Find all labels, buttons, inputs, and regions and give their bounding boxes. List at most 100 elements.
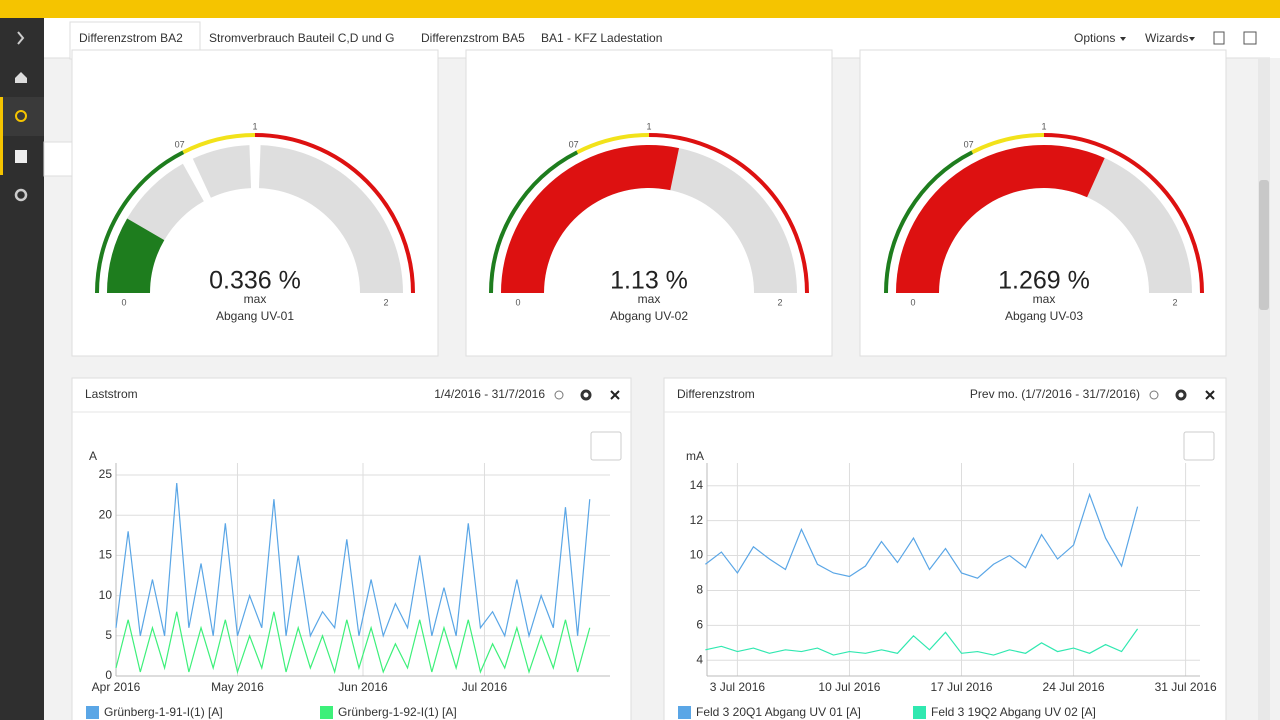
expand-icon[interactable] <box>17 31 25 45</box>
legend-label[interactable]: Grünberg-1-91-I(1) [A] <box>104 705 223 719</box>
x-tick-label: Apr 2016 <box>92 680 141 694</box>
gauge-value: 1.269 % <box>998 267 1090 295</box>
legend-label[interactable]: Feld 3 19Q2 Abgang UV 02 [A] <box>931 705 1096 719</box>
legend-label[interactable]: Feld 3 20Q1 Abgang UV 01 [A] <box>696 705 861 719</box>
x-tick-label: May 2016 <box>211 680 264 694</box>
x-tick-label: 3 Jul 2016 <box>710 680 766 694</box>
scrollbar[interactable] <box>1258 58 1270 720</box>
sidebar-marker <box>0 97 3 175</box>
chart-title: Laststrom <box>85 387 138 401</box>
gauge-tick-label: 0 <box>121 297 126 307</box>
settings-icon[interactable] <box>14 188 28 202</box>
tab[interactable]: Differenzstrom BA2 <box>79 31 183 45</box>
settings-icon[interactable] <box>580 389 592 401</box>
gauge-value: 0.336 % <box>209 267 301 295</box>
series-line <box>115 611 591 675</box>
y-axis-label: mA <box>686 449 704 463</box>
link-icon[interactable] <box>1149 390 1159 400</box>
gauge-ring <box>182 133 256 155</box>
gauge-caption: max <box>638 292 661 306</box>
gauge-ring <box>971 133 1045 155</box>
menu[interactable]: Wizards <box>1145 31 1188 45</box>
x-tick-label: 10 Jul 2016 <box>818 680 880 694</box>
legend-swatch[interactable] <box>86 706 99 719</box>
gauge-track <box>258 145 404 293</box>
y-tick-label: 12 <box>690 513 704 527</box>
gauge-fill <box>896 145 1105 293</box>
gauge-panel <box>465 49 833 357</box>
gauge-ring <box>884 150 974 294</box>
gauge-caption: max <box>244 292 267 306</box>
legend-label[interactable]: Grünberg-1-92-I(1) [A] <box>338 705 457 719</box>
gauge-tick-label: 0 <box>910 297 915 307</box>
settings-icon[interactable] <box>1175 389 1187 401</box>
y-tick-label: 10 <box>99 588 113 602</box>
series-line <box>115 483 591 639</box>
date-range: 1/4/2016 - 31/7/2016 <box>434 387 545 401</box>
gauge-icon[interactable] <box>15 110 27 122</box>
layout-icon[interactable] <box>1243 31 1257 45</box>
gauge-tick-label: 07 <box>175 139 185 149</box>
y-tick-label: 6 <box>696 618 703 632</box>
clipboard-icon[interactable] <box>15 150 27 163</box>
gauge-ring <box>576 133 650 155</box>
caret <box>1120 37 1126 41</box>
gauge-tick-label: 1 <box>1041 121 1046 131</box>
close-icon[interactable] <box>1205 390 1215 400</box>
legend-swatch[interactable] <box>913 706 926 719</box>
gauge-caption: max <box>1033 292 1056 306</box>
y-tick-label: 10 <box>690 548 704 562</box>
gauge-fill <box>107 218 165 293</box>
gauge-panel <box>859 49 1227 357</box>
legend-swatch[interactable] <box>678 706 691 719</box>
scrollbar-thumb[interactable] <box>1259 180 1269 310</box>
gauge-ring <box>648 133 809 294</box>
gauge-value: 1.13 % <box>610 267 688 295</box>
y-tick-label: 20 <box>99 507 113 521</box>
gauge-ring <box>489 150 579 294</box>
gauge-tick-label: 0 <box>515 297 520 307</box>
top-bar <box>0 0 1280 18</box>
gauge-tick-label: 07 <box>569 139 579 149</box>
gauge-tick-label: 2 <box>383 297 388 307</box>
y-tick-label: 14 <box>690 478 704 492</box>
caret <box>1189 37 1195 41</box>
tab[interactable]: Stromverbrauch Bauteil C,D und G <box>209 31 394 45</box>
gauge-tick-label: 1 <box>252 121 257 131</box>
x-tick-label: 24 Jul 2016 <box>1043 680 1105 694</box>
y-tick-label: 4 <box>696 652 703 666</box>
gauge-track <box>652 145 797 293</box>
gauge-name: Abgang UV-01 <box>216 309 294 323</box>
menu[interactable]: Options <box>1074 31 1115 45</box>
gauge-ring <box>1043 133 1204 294</box>
gauge-tick-label: 07 <box>964 139 974 149</box>
y-tick-label: 15 <box>99 548 113 562</box>
pdf-icon[interactable] <box>1213 31 1225 45</box>
y-tick-label: 25 <box>99 467 113 481</box>
x-tick-label: Jul 2016 <box>462 680 508 694</box>
fullscreen-button[interactable] <box>1183 431 1215 461</box>
tab[interactable]: Differenzstrom BA5 <box>421 31 525 45</box>
link-icon[interactable] <box>554 390 564 400</box>
x-tick-label: Jun 2016 <box>338 680 388 694</box>
gauge-ring <box>95 150 185 294</box>
gauge-tick-label: 2 <box>777 297 782 307</box>
home-icon[interactable] <box>15 72 27 83</box>
x-tick-label: 17 Jul 2016 <box>930 680 992 694</box>
fullscreen-button[interactable] <box>590 431 622 461</box>
y-tick-label: 0 <box>105 668 112 682</box>
gauge-name: Abgang UV-03 <box>1005 309 1083 323</box>
legend-swatch[interactable] <box>320 706 333 719</box>
gauge-track <box>192 145 252 198</box>
chart-title: Differenzstrom <box>677 387 755 401</box>
close-icon[interactable] <box>610 390 620 400</box>
gauge-tick-label: 1 <box>646 121 651 131</box>
gauge-name: Abgang UV-02 <box>610 309 688 323</box>
date-range: Prev mo. (1/7/2016 - 31/7/2016) <box>970 387 1140 401</box>
gauge-panel <box>71 49 439 357</box>
y-tick-label: 5 <box>105 628 112 642</box>
tab[interactable]: BA1 - KFZ Ladestation <box>541 31 662 45</box>
series-line <box>705 492 1139 579</box>
